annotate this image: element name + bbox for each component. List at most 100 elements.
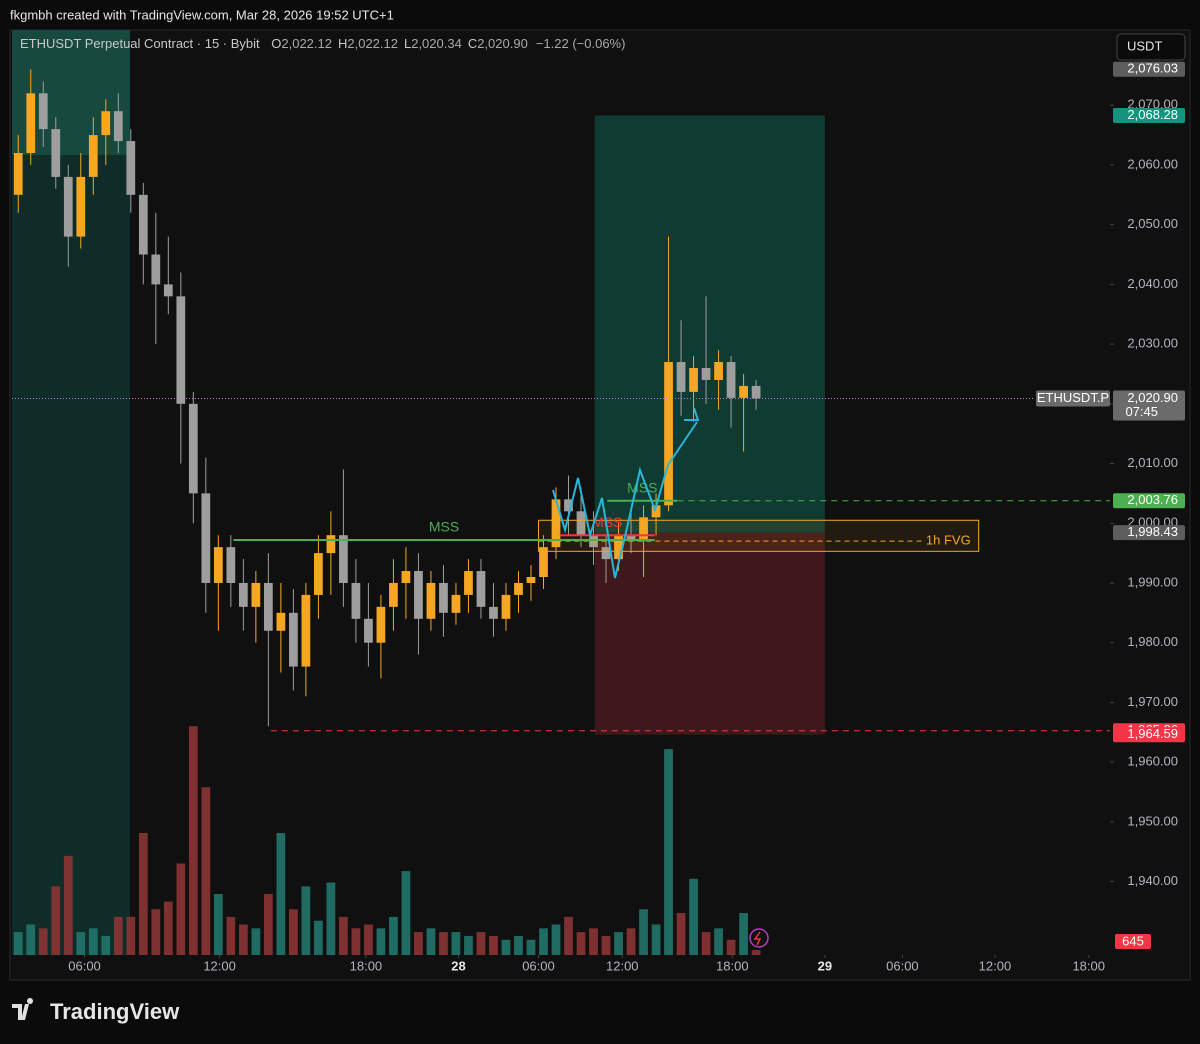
ohlc-key: C — [468, 36, 477, 51]
volume-bar — [389, 916, 398, 955]
ohlc-key: O — [271, 36, 281, 51]
change: −1.22 (−0.06%) — [536, 36, 626, 51]
x-tick-label: 06:00 — [68, 958, 101, 973]
ohlc-value: 2,022.12 — [347, 36, 398, 51]
candle-body — [401, 571, 411, 583]
ohlc-value: 2,022.12 — [281, 36, 332, 51]
price-label: 1,964.59 — [1127, 726, 1178, 741]
ohlc-key: L — [404, 36, 411, 51]
candle-body — [151, 254, 161, 285]
price-label-box — [1113, 61, 1185, 77]
candle-body — [464, 571, 473, 595]
last-price-label: 2,020.90 — [1127, 390, 1178, 405]
volume-bar — [726, 939, 736, 955]
candle-body — [601, 547, 611, 560]
volume-bar — [188, 726, 198, 955]
volume-bar — [589, 928, 598, 955]
volume-bar — [576, 932, 586, 955]
brand: TradingView — [50, 999, 180, 1024]
x-tick-label: 29 — [818, 958, 832, 973]
volume-bar — [201, 787, 211, 955]
x-tick-label: 12:00 — [606, 958, 639, 973]
volume-bar — [376, 928, 386, 955]
volume-bar — [226, 916, 236, 955]
volume-bar — [51, 886, 61, 955]
volume-bar — [339, 916, 348, 955]
candle-body — [451, 594, 461, 613]
candle-body — [163, 284, 173, 297]
candle-body — [551, 499, 561, 548]
candle-body — [126, 141, 136, 195]
y-tick-label: 2,030.00 — [1127, 336, 1178, 351]
x-tick-label: 28 — [451, 958, 465, 973]
candle-body — [426, 582, 436, 619]
candle-body — [226, 547, 236, 583]
x-tick-label: 18:00 — [716, 958, 749, 973]
y-tick-label: 1,940.00 — [1127, 873, 1178, 888]
volume-bar — [126, 916, 136, 955]
candle-body — [689, 367, 698, 392]
candle-body — [88, 135, 98, 177]
candle-body — [314, 553, 323, 595]
volume-bar — [714, 928, 723, 955]
volume-bar — [514, 935, 523, 955]
volume-bar — [151, 909, 161, 955]
candle-body — [739, 385, 748, 398]
volume-label: 645 — [1122, 933, 1144, 948]
candle-body — [526, 576, 536, 583]
alert-icon[interactable] — [749, 928, 769, 948]
candle-body — [639, 517, 648, 542]
volume-bar — [289, 909, 298, 955]
y-tick-label: 2,050.00 — [1127, 216, 1178, 231]
currency-button[interactable] — [1116, 33, 1186, 61]
candle-body — [751, 385, 761, 399]
volume-bar — [551, 924, 561, 955]
candle-body — [351, 582, 361, 619]
volume-bar — [564, 916, 573, 955]
volume-bar — [701, 932, 711, 955]
y-tick-label: 2,070.00 — [1127, 97, 1178, 112]
candle-body — [626, 535, 636, 542]
volume-bar — [351, 928, 361, 955]
volume-bar — [26, 924, 36, 955]
target-zone — [594, 115, 825, 533]
volume-bar — [301, 886, 311, 955]
candle-body — [364, 618, 373, 643]
candle-body — [138, 194, 148, 255]
candle-body — [664, 362, 673, 506]
mss-label: MSS — [627, 480, 657, 496]
candle-body — [339, 535, 348, 583]
price-label: 2,068.28 — [1127, 107, 1178, 122]
volume-bar — [138, 833, 148, 955]
volume-bar — [213, 894, 223, 955]
y-tick-label: 1,970.00 — [1127, 694, 1178, 709]
candle-body — [188, 403, 198, 494]
past-position-zone — [12, 30, 130, 955]
x-tick-label: 06:00 — [886, 958, 919, 973]
symbol-box — [1036, 390, 1110, 407]
volume-bar — [426, 928, 436, 955]
y-tick-label: 1,980.00 — [1127, 634, 1178, 649]
volume-bar — [601, 935, 611, 955]
candle-body — [501, 594, 511, 619]
x-tick-label: 12:00 — [203, 958, 236, 973]
volume-bar — [276, 833, 286, 955]
candle-body — [389, 582, 398, 607]
price-label-box — [1113, 525, 1185, 541]
candle-body — [676, 362, 686, 392]
volume-bar — [476, 932, 486, 955]
ohlc-value: 2,020.34 — [411, 36, 462, 51]
symbol-label: ETHUSDT.P — [1037, 390, 1109, 405]
volume-label-box — [1115, 934, 1151, 949]
candle-body — [701, 367, 711, 380]
x-tick-label: 12:00 — [979, 958, 1012, 973]
y-tick-label: 1,960.00 — [1127, 754, 1178, 769]
candle-body — [51, 129, 61, 177]
candle-body — [514, 582, 523, 595]
x-tick-label: 18:00 — [1072, 958, 1105, 973]
candle-body — [201, 493, 211, 583]
candle-body — [489, 606, 498, 619]
y-tick-label: 1,990.00 — [1127, 574, 1178, 589]
currency[interactable]: USDT — [1127, 38, 1162, 53]
volume-bar — [664, 749, 673, 955]
